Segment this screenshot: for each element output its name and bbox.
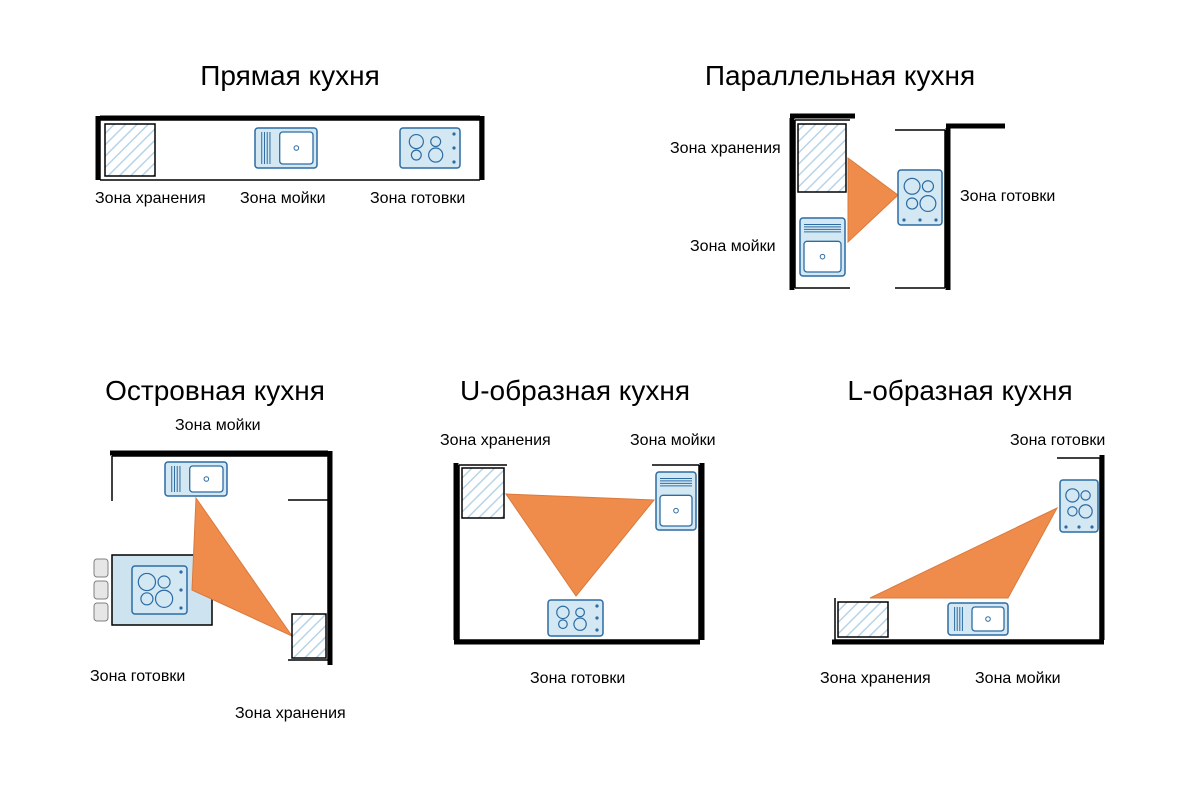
kitchen-layouts-infographic: Прямая кухня Зона хранения Зона мойки Зона …: [0, 0, 1200, 800]
zone-label-storage: Зона хранения: [235, 705, 346, 723]
zone-label-cooking: Зона готовки: [960, 188, 1055, 206]
zone-label-cooking: Зона готовки: [90, 668, 185, 686]
zone-label-sink: Зона мойки: [240, 190, 326, 208]
zone-label-cooking: Зона готовки: [370, 190, 465, 208]
zone-label-sink: Зона мойки: [690, 238, 776, 256]
zone-label-storage: Зона хранения: [95, 190, 206, 208]
zone-label-storage: Зона хранения: [670, 140, 781, 158]
zone-label-storage: Зона хранения: [820, 670, 931, 688]
zone-label-cooking: Зона готовки: [530, 670, 625, 688]
layout-title: Параллельная кухня: [640, 60, 1040, 92]
zone-label-sink: Зона мойки: [175, 417, 261, 435]
layout-title: U-образная кухня: [375, 375, 775, 407]
zone-label-sink: Зона мойки: [975, 670, 1061, 688]
zone-label-cooking: Зона готовки: [1010, 432, 1105, 450]
zone-label-storage: Зона хранения: [440, 432, 551, 450]
layout-title: L-образная кухня: [760, 375, 1160, 407]
zone-label-sink: Зона мойки: [630, 432, 716, 450]
layout-title: Островная кухня: [15, 375, 415, 407]
layout-title: Прямая кухня: [90, 60, 490, 92]
